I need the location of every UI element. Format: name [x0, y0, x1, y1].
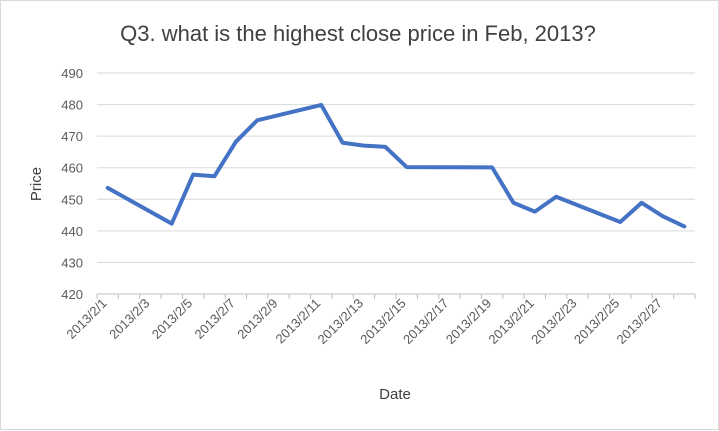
x-tick-label: 2013/2/19	[443, 296, 495, 348]
x-tick-label: 2013/2/15	[357, 296, 409, 348]
gridlines	[96, 72, 696, 299]
x-axis-label: Date	[379, 386, 411, 403]
y-tick-label: 480	[61, 98, 83, 113]
x-tick-label: 2013/2/1	[63, 296, 109, 342]
x-tick-label: 2013/2/3	[106, 296, 152, 342]
x-tick-label: 2013/2/25	[571, 296, 623, 348]
y-tick-label: 490	[61, 66, 83, 81]
y-tick-label: 460	[61, 161, 83, 176]
x-axis-ticks: 2013/2/12013/2/32013/2/52013/2/72013/2/9…	[63, 296, 665, 348]
y-axis-label: Price	[28, 167, 45, 201]
y-tick-label: 430	[61, 255, 83, 270]
chart-title: Q3. what is the highest close price in F…	[120, 21, 596, 46]
y-tick-label: 420	[61, 287, 83, 302]
y-tick-label: 440	[61, 224, 83, 239]
y-tick-label: 450	[61, 192, 83, 207]
x-tick-label: 2013/2/7	[192, 296, 238, 342]
y-axis-ticks: 420 430 440 450 460 470 480 490	[61, 66, 83, 302]
series-layer	[105, 102, 687, 229]
x-tick-label: 2013/2/23	[528, 296, 580, 348]
x-tick-label: 2013/2/27	[614, 296, 666, 348]
x-tick-label: 2013/2/5	[149, 296, 195, 342]
y-tick-label: 470	[61, 129, 83, 144]
x-tick-label: 2013/2/21	[485, 296, 537, 348]
series-line	[105, 102, 687, 229]
x-tick-label: 2013/2/17	[400, 296, 452, 348]
x-tick-label: 2013/2/13	[315, 296, 367, 348]
